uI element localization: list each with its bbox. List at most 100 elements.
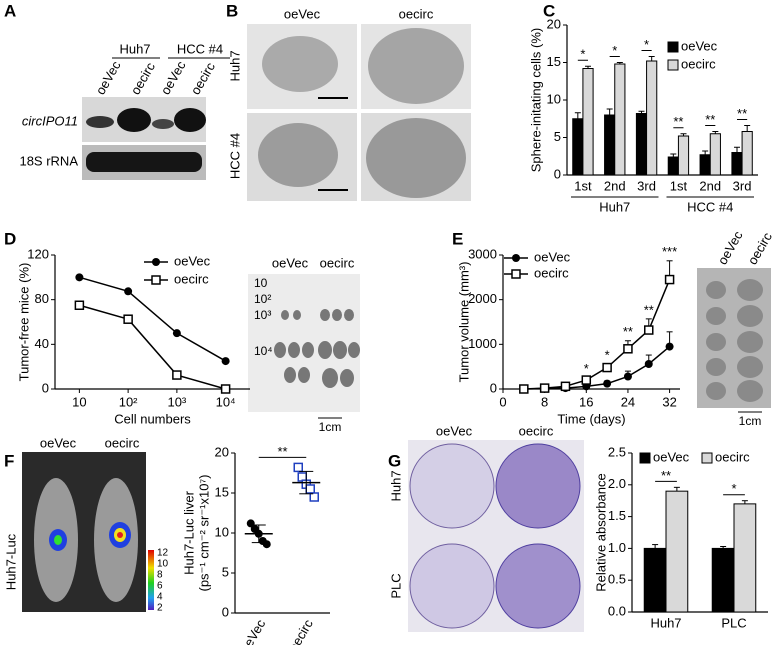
group-label: Huh7 bbox=[599, 199, 630, 214]
legend-label: oeVec bbox=[653, 449, 690, 464]
sphere bbox=[366, 118, 466, 198]
point bbox=[581, 375, 592, 385]
legend-marker bbox=[151, 275, 161, 285]
sig-label: ** bbox=[737, 106, 747, 121]
bar bbox=[614, 63, 626, 176]
point bbox=[293, 462, 303, 473]
column-label: oecirc bbox=[128, 59, 159, 97]
x-tick-label: 1st bbox=[670, 178, 688, 193]
column-label: oecirc bbox=[320, 255, 355, 270]
colorbar-label: 4 bbox=[157, 592, 163, 603]
colorbar-label: 8 bbox=[157, 570, 163, 581]
sig-label: * bbox=[580, 47, 585, 62]
column-label: oeVec bbox=[715, 228, 746, 267]
y-tick-label: 0.0 bbox=[608, 603, 626, 618]
legend-marker bbox=[152, 258, 160, 266]
tumor-panel: oeVec oecirc 1cm bbox=[697, 228, 775, 428]
column-label: oeVec bbox=[40, 435, 77, 450]
band bbox=[117, 108, 151, 132]
bar bbox=[733, 503, 757, 613]
legend-label: oecirc bbox=[174, 271, 209, 286]
sig-label: ** bbox=[277, 444, 287, 459]
y-tick-label: 5 bbox=[554, 129, 561, 144]
x-tick-label: 10⁴ bbox=[216, 394, 236, 409]
y-tick-label: 10 bbox=[215, 524, 229, 539]
column-label: oeVec bbox=[158, 58, 189, 97]
row-label: Huh7-Luc bbox=[3, 533, 18, 590]
band bbox=[174, 108, 206, 132]
y-tick-label: 40 bbox=[35, 336, 49, 351]
y-tick-label: 1000 bbox=[468, 336, 497, 351]
y-tick-label: 2.0 bbox=[608, 476, 626, 491]
legend-label: oecirc bbox=[715, 449, 750, 464]
x-tick-label: 10² bbox=[119, 394, 138, 409]
panel-letter: D bbox=[4, 229, 16, 248]
sig-label: * bbox=[644, 37, 649, 52]
bar bbox=[665, 490, 689, 613]
group-label: HCC #4 bbox=[177, 41, 223, 56]
panel-letter: G bbox=[388, 451, 401, 470]
signal bbox=[54, 535, 62, 545]
point bbox=[602, 362, 612, 373]
row-label: HCC #4 bbox=[227, 133, 242, 179]
y-tick-label: 0 bbox=[42, 380, 49, 395]
y-tick-label: 80 bbox=[35, 291, 49, 306]
luc-panel: oeVec oecirc Huh7-Luc 12 10 8 6 4 2 bbox=[3, 435, 168, 613]
point bbox=[539, 383, 550, 393]
panel-letter: E bbox=[452, 229, 463, 248]
colorbar-label: 12 bbox=[157, 548, 169, 559]
bar bbox=[635, 113, 648, 176]
point bbox=[664, 274, 675, 285]
tumors bbox=[274, 309, 360, 388]
y-tick-label: 0 bbox=[554, 166, 561, 181]
plate bbox=[409, 543, 495, 629]
y-tick-label: 5 bbox=[222, 564, 229, 579]
point bbox=[172, 329, 181, 338]
legend-swatch bbox=[667, 41, 679, 53]
row-label: Huh7 bbox=[227, 50, 242, 81]
point bbox=[603, 379, 612, 388]
point bbox=[172, 370, 182, 380]
row-label: circIPO11 bbox=[22, 113, 78, 128]
legend-swatch bbox=[701, 452, 713, 464]
point bbox=[644, 325, 654, 335]
x-tick-label: 3rd bbox=[637, 178, 656, 193]
column-label: oecirc bbox=[745, 229, 776, 267]
legend-marker bbox=[512, 254, 520, 262]
y-tick-label: 10 bbox=[547, 91, 561, 106]
x-axis-label: Cell numbers bbox=[114, 411, 191, 426]
x-tick-label: 10³ bbox=[167, 394, 186, 409]
legend-label: oeVec bbox=[534, 249, 571, 264]
bar bbox=[646, 60, 658, 176]
sig-label: *** bbox=[662, 244, 677, 259]
y-tick-label: 20 bbox=[215, 444, 229, 459]
x-tick-label: 10 bbox=[72, 394, 86, 409]
bar bbox=[699, 154, 711, 176]
bar bbox=[604, 114, 616, 176]
row-label: PLC bbox=[388, 573, 403, 598]
legend-label: oeVec bbox=[681, 38, 718, 53]
bar bbox=[677, 135, 690, 176]
sig-label: ** bbox=[644, 302, 654, 317]
plate bbox=[495, 543, 581, 629]
scale-label: 1cm bbox=[319, 420, 342, 434]
bar bbox=[572, 118, 584, 176]
x-tick-label: Huh7 bbox=[650, 615, 681, 630]
scale-label: 1cm bbox=[739, 414, 762, 428]
signal bbox=[117, 532, 123, 538]
bar bbox=[643, 547, 667, 613]
x-tick-label: oeVec bbox=[237, 616, 268, 645]
y-tick-label: 15 bbox=[215, 484, 229, 499]
tumors bbox=[706, 279, 763, 402]
x-tick-label: 8 bbox=[541, 394, 548, 409]
point bbox=[623, 372, 632, 381]
sig-label: * bbox=[605, 347, 610, 362]
x-tick-label: 2nd bbox=[604, 178, 626, 193]
y-tick-label: 15 bbox=[547, 54, 561, 69]
point bbox=[75, 273, 84, 282]
y-tick-label: 0 bbox=[222, 604, 229, 619]
sphere bbox=[262, 36, 338, 92]
y-tick-label: 3000 bbox=[468, 246, 497, 261]
point bbox=[123, 314, 133, 324]
sig-label: * bbox=[584, 361, 589, 376]
